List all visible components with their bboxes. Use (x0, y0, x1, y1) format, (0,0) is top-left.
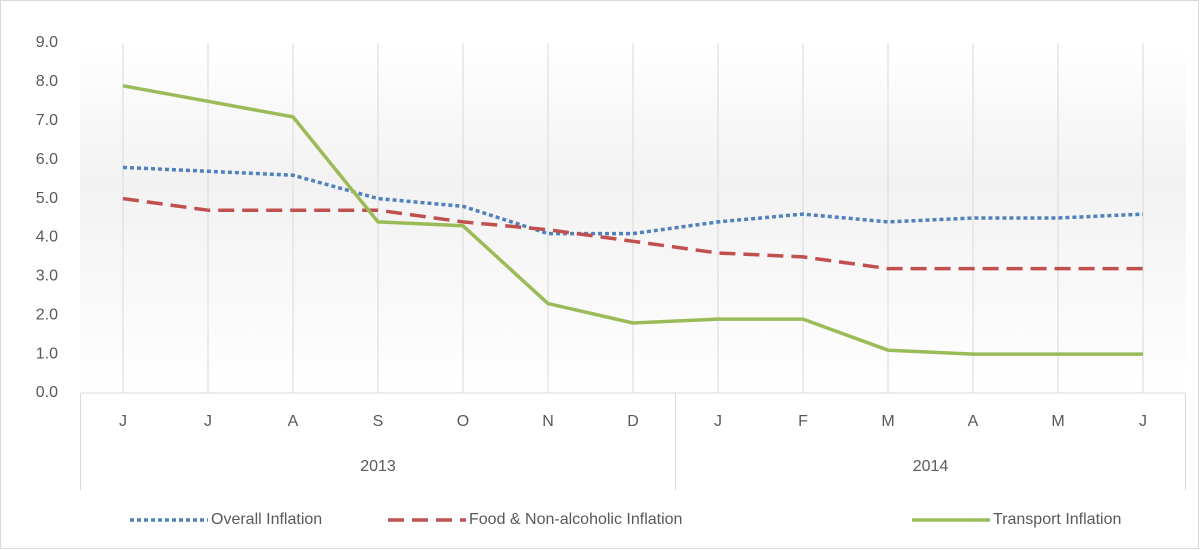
legend-label: Overall Inflation (211, 511, 322, 528)
x-tick-label: A (968, 413, 979, 430)
series-line (122, 165, 1144, 236)
group-label: 2014 (913, 458, 949, 475)
x-tick-label: J (119, 413, 127, 430)
series-line (122, 84, 1143, 356)
x-tick-label: J (204, 413, 212, 430)
x-tick-label: S (373, 413, 384, 430)
y-tick-label: 5.0 (36, 190, 58, 207)
group-label: 2013 (360, 458, 396, 475)
x-tick-label: F (798, 413, 808, 430)
y-tick-label: 1.0 (36, 345, 58, 362)
y-tick-label: 2.0 (36, 306, 58, 323)
y-tick-label: 0.0 (36, 384, 58, 401)
series-line (122, 196, 1143, 271)
x-tick-label: J (714, 413, 722, 430)
x-tick-label: D (627, 413, 639, 430)
y-tick-label: 8.0 (36, 73, 58, 90)
x-tick-label: A (288, 413, 299, 430)
y-tick-label: 6.0 (36, 151, 58, 168)
y-tick-label: 7.0 (36, 112, 58, 129)
x-tick-label: O (457, 413, 469, 430)
x-tick-label: N (542, 413, 554, 430)
legend-label: Food & Non-alcoholic Inflation (469, 511, 682, 528)
legend-label: Transport Inflation (993, 511, 1121, 528)
y-tick-label: 9.0 (36, 34, 58, 51)
y-tick-label: 4.0 (36, 229, 58, 246)
x-tick-label: J (1139, 413, 1147, 430)
x-tick-label: M (881, 413, 894, 430)
x-tick-label: M (1051, 413, 1064, 430)
y-tick-label: 3.0 (36, 268, 58, 285)
